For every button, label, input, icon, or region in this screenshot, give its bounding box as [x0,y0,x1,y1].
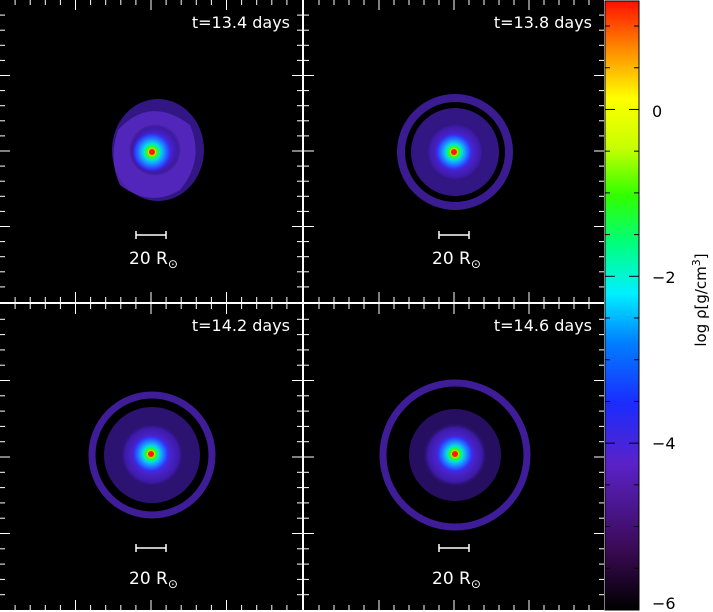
colorbar-tick-minus4: −4 [652,434,676,453]
scale-bar-1 [135,231,167,239]
scale-bar-4 [438,544,470,552]
colorbar-label: log ρ[g/cm3] [690,253,710,346]
divider-horizontal [0,302,604,304]
colorbar-ticks [605,25,639,611]
scale-bar-2 [438,231,470,239]
scale-label-1: 20 R⊙ [129,249,178,271]
time-label-2: t=13.8 days [494,13,592,32]
time-label-4: t=14.6 days [494,316,592,335]
scale-label-3: 20 R⊙ [129,569,178,591]
colorbar-tick-minus2: −2 [652,268,676,287]
density-blob-1 [112,99,204,201]
time-label-3: t=14.2 days [192,316,290,335]
axis-ticks [0,0,604,610]
density-blob-3 [88,391,216,519]
scale-label-2: 20 R⊙ [432,249,481,271]
scale-bar-3 [135,544,167,552]
divider-vertical [302,0,304,612]
density-blob-2 [397,94,513,210]
scale-label-4: 20 R⊙ [432,569,481,591]
colorbar [604,0,640,611]
colorbar-tick-minus6: −6 [652,594,676,612]
colorbar-tick-0: 0 [652,102,662,121]
density-blob-4 [379,379,531,531]
time-label-1: t=13.4 days [192,13,290,32]
